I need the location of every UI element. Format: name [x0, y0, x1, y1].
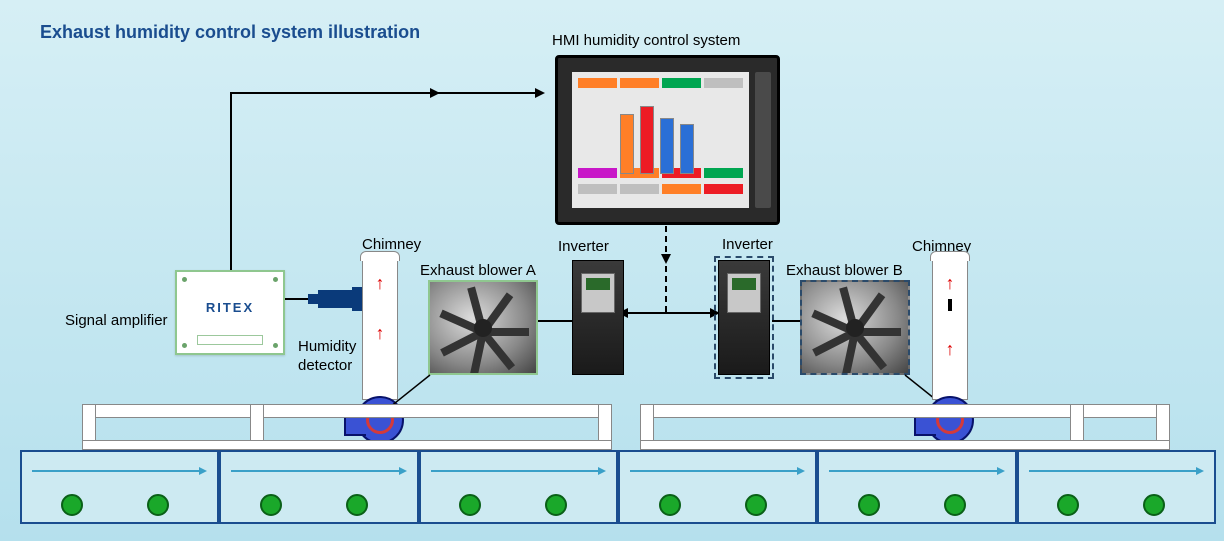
- hmi-screen: [572, 72, 749, 208]
- up-arrow-icon: ↑: [376, 273, 385, 294]
- conveyor-wheel: [659, 494, 681, 516]
- frame-b-top: [640, 404, 1170, 418]
- conveyor-segment: [219, 450, 418, 524]
- conveyor-wheel: [545, 494, 567, 516]
- conveyor-wheel: [346, 494, 368, 516]
- humidity-detector: [318, 290, 352, 308]
- wire-amp-up: [230, 92, 232, 270]
- conveyor-wheel: [459, 494, 481, 516]
- wire-amp-right: [230, 92, 535, 94]
- conveyor-wheel: [61, 494, 83, 516]
- diagram-title: Exhaust humidity control system illustra…: [40, 22, 420, 43]
- conveyor-segment: [618, 450, 817, 524]
- exhaust-blower-a: [428, 280, 538, 375]
- arrow-hmi-down: [661, 254, 671, 264]
- signal-amplifier: RITEX: [175, 270, 285, 355]
- conveyor: [20, 450, 1216, 524]
- humidity-detector-label-1: Humidity: [298, 338, 356, 355]
- inverter-a-label: Inverter: [558, 238, 609, 255]
- conveyor-wheel: [944, 494, 966, 516]
- wire-inv-b-blower: [772, 320, 800, 322]
- humidity-detector-label-2: detector: [298, 357, 352, 374]
- conveyor-segment: [1017, 450, 1216, 524]
- up-arrow-icon: ↑: [946, 273, 955, 294]
- inverter-b-label: Inverter: [722, 236, 773, 253]
- amplifier-brand: RITEX: [177, 300, 283, 315]
- conveyor-segment: [20, 450, 219, 524]
- exhaust-blower-b: [800, 280, 910, 375]
- conveyor-wheel: [1143, 494, 1165, 516]
- conveyor-segment: [817, 450, 1016, 524]
- up-arrow-icon: ↑: [376, 323, 385, 344]
- inverter-a: [572, 260, 624, 375]
- conveyor-wheel: [147, 494, 169, 516]
- frame-b-bottom: [640, 440, 1170, 450]
- blower-a-label: Exhaust blower A: [420, 262, 536, 279]
- conveyor-wheel: [260, 494, 282, 516]
- wire-blower-a-inv: [538, 320, 572, 322]
- frame-a-top: [82, 404, 612, 418]
- conveyor-wheel: [1057, 494, 1079, 516]
- signal-amplifier-label: Signal amplifier: [65, 312, 168, 329]
- blower-b-label: Exhaust blower B: [786, 262, 903, 279]
- arrow-into-hmi: [535, 88, 545, 98]
- conveyor-wheel: [858, 494, 880, 516]
- hmi-label: HMI humidity control system: [552, 32, 740, 49]
- wire-hmi-down: [665, 226, 667, 312]
- chimney-b: ↑ ↑: [932, 258, 968, 400]
- up-arrow-icon: ↑: [946, 339, 955, 360]
- conveyor-wheel: [745, 494, 767, 516]
- inverter-b: [718, 260, 770, 375]
- wire-split: [626, 312, 716, 314]
- hmi-monitor: [555, 55, 780, 225]
- frame-a-bottom: [82, 440, 612, 450]
- arrow-to-hmi: [430, 88, 440, 98]
- conveyor-segment: [419, 450, 618, 524]
- hmi-side-panel: [755, 72, 771, 208]
